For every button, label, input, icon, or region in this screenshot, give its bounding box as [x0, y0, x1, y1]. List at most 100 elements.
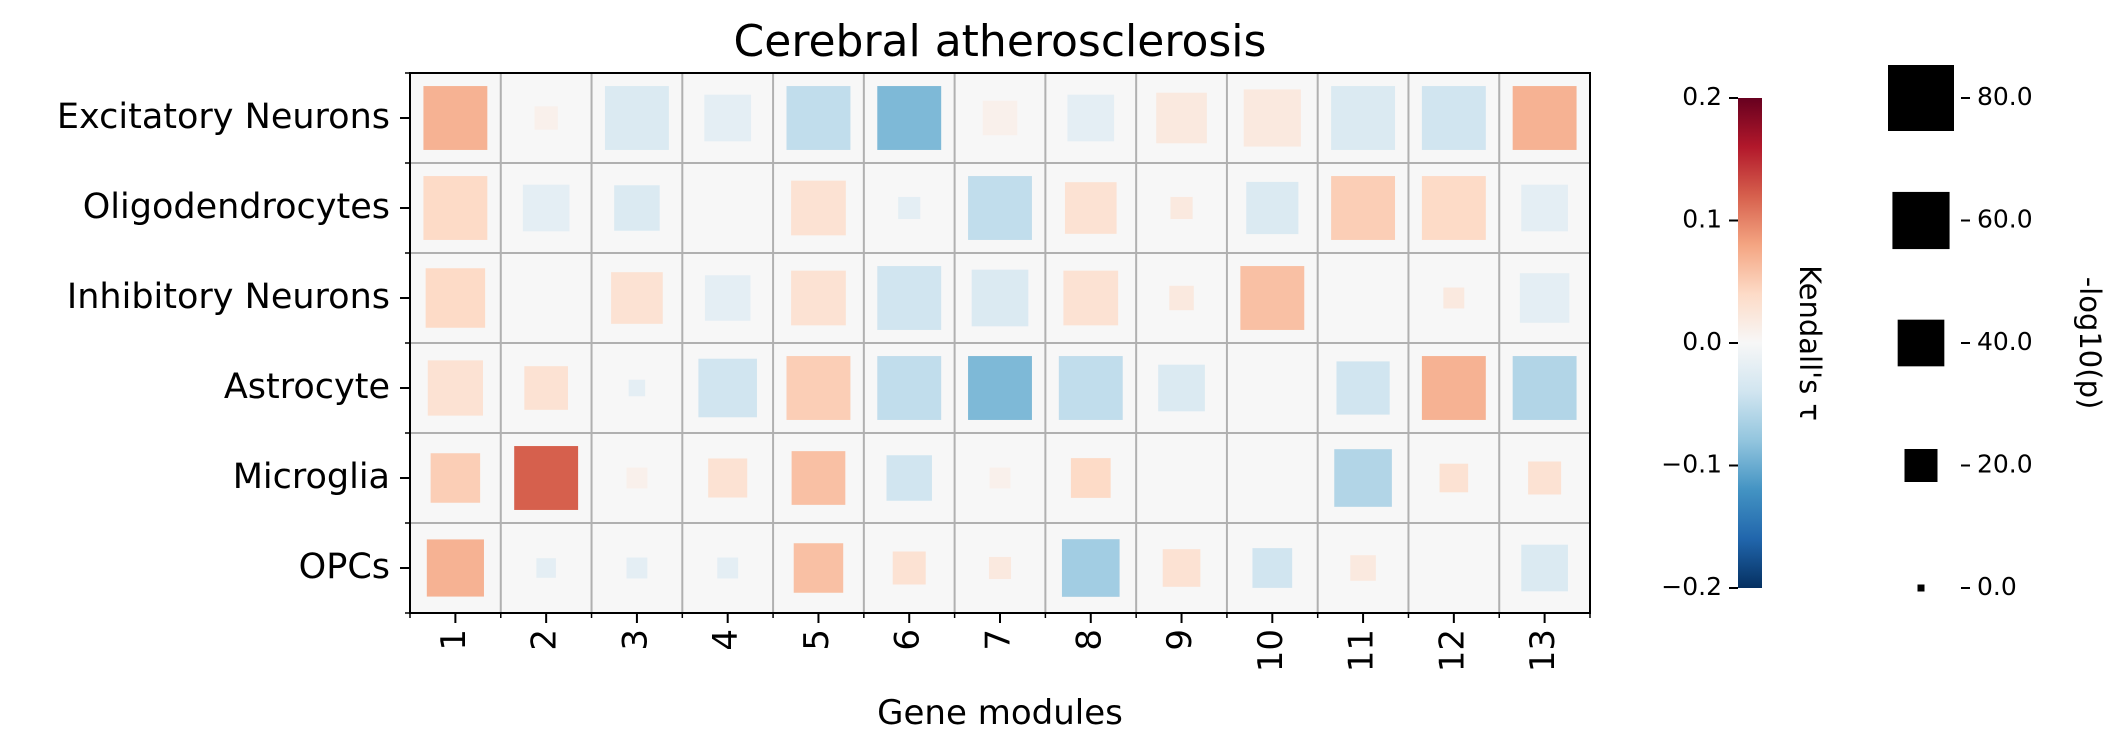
size-legend-tick-label: 60.0: [1977, 205, 2033, 234]
heatmap-cell: [534, 106, 558, 130]
heatmap-cell: [1421, 86, 1486, 150]
x-tick-label: 9: [1160, 629, 1200, 651]
heatmap-cell: [791, 180, 846, 236]
colorbar: 0.2 0.1 0.0 −0.1 −0.2 Kendall's τ: [1661, 82, 1827, 601]
heatmap-cell: [1439, 463, 1469, 493]
heatmap-cell: [1067, 94, 1115, 142]
x-tick-label: 8: [1069, 629, 1109, 651]
heatmap-cell: [1070, 458, 1111, 498]
heatmap-cell: [1331, 86, 1396, 150]
heatmap-cell: [1265, 381, 1279, 395]
heatmap-cell: [793, 543, 844, 593]
x-tick-label: 10: [1251, 629, 1291, 672]
heatmap-cell: [877, 86, 942, 150]
heatmap-cell: [628, 379, 646, 397]
heatmap-cell: [522, 184, 570, 232]
heatmap-cell: [1158, 364, 1205, 412]
heatmap-cells: [423, 86, 1577, 597]
heatmap-cell: [524, 366, 568, 410]
y-tick-label: Inhibitory Neurons: [67, 277, 390, 317]
heatmap-cell: [1162, 549, 1201, 587]
heatmap-cell: [1421, 356, 1486, 420]
size-legend-tick-label: 40.0: [1977, 327, 2033, 356]
heatmap-cell: [704, 275, 751, 321]
x-tick-label: 4: [706, 629, 746, 651]
colorbar-tick-label: 0.2: [1682, 82, 1722, 111]
heatmap-cell: [626, 467, 648, 489]
heatmap-cell: [425, 268, 486, 328]
heatmap-cell: [604, 86, 669, 150]
heatmap-cell: [786, 356, 851, 420]
size-legend-marker: [1897, 319, 1945, 367]
y-tick-label: OPCs: [299, 547, 390, 587]
heatmap-cell: [427, 360, 483, 416]
size-legend-marker: [1904, 449, 1938, 482]
heatmap-cell: [614, 185, 660, 231]
heatmap-cell: [1331, 176, 1396, 240]
heatmap-cell: [1519, 273, 1570, 323]
y-tick-label: Astrocyte: [224, 367, 390, 407]
heatmap-cell: [1421, 176, 1486, 240]
heatmap-cell: [968, 176, 1032, 240]
heatmap-cell: [898, 196, 921, 220]
size-legend-tick-label: 0.0: [1977, 572, 2017, 601]
x-tick-label: 2: [525, 629, 565, 651]
heatmap-cell: [708, 458, 748, 498]
y-tick-label: Microglia: [233, 457, 390, 497]
heatmap-cell: [989, 467, 1011, 489]
heatmap-cell: [514, 446, 579, 510]
heatmap-cell: [1521, 544, 1568, 592]
heatmap-cell: [1058, 356, 1123, 420]
size-legend-tick-label: 80.0: [1977, 82, 2033, 111]
heatmap-cell: [430, 453, 481, 503]
y-tick-label: Oligodendrocytes: [83, 187, 390, 227]
x-tick-label: 5: [797, 629, 837, 651]
colorbar-tick-label: −0.1: [1661, 450, 1722, 479]
heatmap-cell: [1512, 356, 1577, 420]
heatmap-cell: [423, 86, 488, 150]
colorbar-label: Kendall's τ: [1793, 265, 1827, 421]
heatmap-cell: [1246, 181, 1299, 235]
size-legend-marker: [1917, 584, 1925, 592]
colorbar-tick-label: −0.2: [1661, 572, 1722, 601]
heatmap-cell: [1240, 266, 1305, 330]
heatmap-cell: [698, 358, 757, 418]
heatmap-cell: [1336, 361, 1390, 415]
heatmap-cell: [1063, 270, 1119, 326]
heatmap-cell: [717, 557, 739, 579]
heatmap-cell: [1350, 555, 1376, 581]
colorbar-tick-label: 0.0: [1682, 327, 1722, 356]
heatmap-cell: [1443, 287, 1465, 309]
colorbar-gradient: [1738, 98, 1762, 588]
heatmap-cell: [1354, 288, 1373, 308]
x-tick-label: 7: [979, 629, 1019, 651]
heatmap-cell: [988, 556, 1012, 580]
heatmap-cell: [971, 269, 1029, 327]
x-tick-label: 1: [434, 629, 474, 651]
colorbar-tick-label: 0.1: [1682, 205, 1722, 234]
size-legend-entries: 80.0 60.0 40.0 20.0 0.0: [1888, 65, 2033, 601]
heatmap-cell: [611, 272, 663, 324]
heatmap-cell: [1064, 182, 1117, 234]
heatmap-cell: [626, 557, 648, 579]
heatmap-cell: [1334, 449, 1392, 507]
size-legend-marker: [1892, 191, 1950, 250]
heatmap-cell: [982, 100, 1018, 136]
size-legend-label: -log10(p): [2073, 277, 2107, 410]
heatmap-cell: [704, 94, 752, 142]
heatmap-cell: [968, 356, 1032, 420]
heatmap-cell: [886, 455, 932, 501]
heatmap-cell: [877, 356, 942, 420]
heatmap-cell: [1156, 92, 1207, 144]
heatmap-cell: [1243, 89, 1301, 147]
heatmap-cell: [877, 266, 942, 330]
grid-lines: [410, 73, 1590, 613]
size-legend-tick-label: 20.0: [1977, 450, 2033, 479]
heatmap-cell: [1512, 86, 1577, 150]
x-tick-label: 3: [615, 629, 655, 651]
heatmap-cell: [892, 551, 926, 585]
heatmap-cell: [791, 270, 846, 326]
chart-title: Cerebral atherosclerosis: [734, 16, 1267, 67]
